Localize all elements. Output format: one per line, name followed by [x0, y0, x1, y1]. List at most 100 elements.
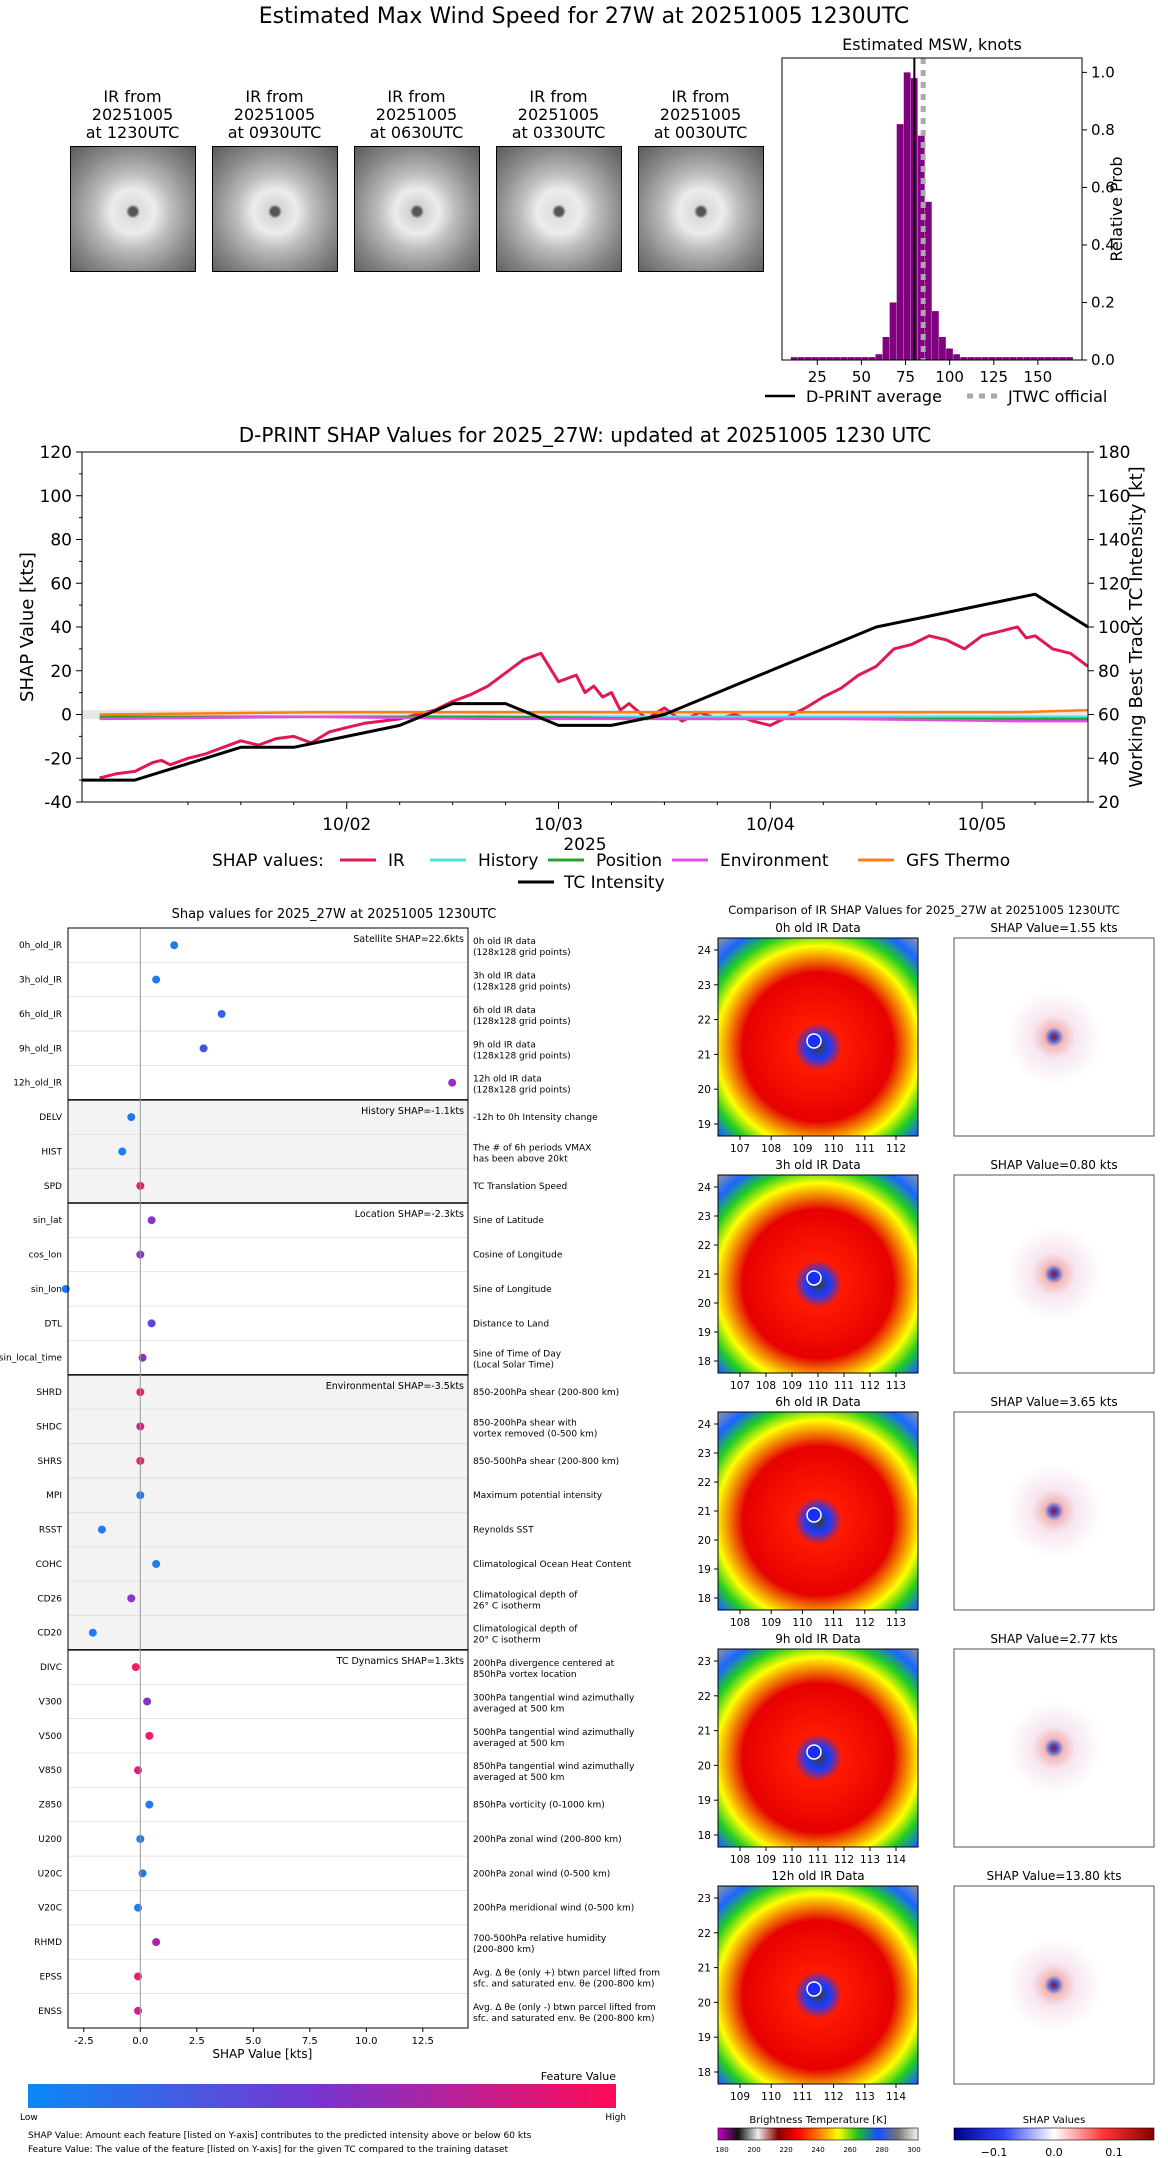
x-tick-label: 125	[979, 368, 1008, 386]
feature-point	[152, 1559, 161, 1568]
feature-shap-chart: Shap values for 2025_27W at 20251005 123…	[0, 907, 660, 2155]
feature-point	[134, 2006, 143, 2015]
feature-point	[61, 1284, 70, 1293]
ir-thumbnail-label: at 1230UTC	[85, 123, 180, 142]
y-tick-label: 1.0	[1091, 63, 1115, 81]
x-tick-label: 108	[730, 1854, 750, 1866]
feature-chart-title: Shap values for 2025_27W at 20251005 123…	[172, 907, 497, 922]
ir-thumbnail: IR from 20251005 at 0330UTC	[486, 88, 631, 142]
feature-description: (128x128 grid points)	[473, 1017, 571, 1027]
feature-point	[147, 1216, 156, 1225]
histogram-bar	[875, 354, 883, 360]
feature-point	[217, 1009, 226, 1018]
y-tick-label: 21	[698, 1049, 711, 1061]
x-tick-label: 109	[756, 1854, 776, 1866]
y-tick-label: 21	[698, 1269, 711, 1281]
feature-name: 12h_old_IR	[13, 1079, 62, 1089]
histogram-bar	[840, 357, 847, 360]
x-axis-label: 2025	[563, 835, 606, 855]
y-tick-label: 0.4	[1091, 236, 1115, 254]
feature-description: Climatological Ocean Heat Content	[473, 1560, 632, 1570]
shap-panel-heatmap	[1006, 1226, 1102, 1322]
x-tick-label: 75	[896, 368, 915, 386]
histogram-bar	[819, 357, 826, 360]
x-tick-label: 150	[1024, 368, 1053, 386]
feature-name: DTL	[45, 1319, 62, 1329]
shap-panel-title: SHAP Value=3.65 kts	[990, 1395, 1117, 1409]
feature-name: HIST	[41, 1147, 62, 1157]
group-label: Environmental SHAP=-3.5kts	[326, 1381, 464, 1392]
shap-panel-title: SHAP Value=13.80 kts	[987, 1869, 1122, 1883]
x-tick-label: 112	[834, 1854, 854, 1866]
histogram-bar	[967, 357, 975, 360]
y-tick-label: 20	[698, 1760, 711, 1772]
feature-name: RSST	[39, 1526, 63, 1536]
feature-name: sin_local_time	[0, 1354, 62, 1364]
x-tick-label: 110	[792, 1617, 812, 1629]
y-tick-label: 19	[698, 1795, 711, 1807]
shap-panel-title: SHAP Value=0.80 kts	[990, 1158, 1117, 1172]
feature-description: 200hPa zonal wind (0-500 km)	[473, 1869, 610, 1879]
ir-thumbnail: IR from 20251005 at 0030UTC	[628, 88, 773, 142]
y2-tick-label: 100	[1098, 618, 1130, 638]
y-tick-label: 22	[698, 1928, 711, 1940]
y2-axis-label: Working Best Track TC Intensity [kt]	[1126, 466, 1147, 787]
bt-colorbar-tick: 280	[875, 2146, 888, 2154]
ir-thumbnail-label: at 0630UTC	[369, 123, 464, 142]
histogram-bar	[804, 357, 812, 360]
x-tick-label: 109	[782, 1380, 802, 1392]
feature-name: 3h_old_IR	[19, 976, 62, 986]
x-tick-label: 112	[855, 1617, 875, 1629]
shap-panel-title: SHAP Value=1.55 kts	[990, 921, 1117, 935]
feature-name: V850	[39, 1766, 63, 1776]
histogram-bar	[960, 357, 967, 360]
bt-colorbar-tick: 200	[747, 2146, 760, 2154]
histogram-bar	[861, 357, 869, 360]
ir-eye	[806, 1507, 822, 1523]
feature-description: Climatological depth of	[473, 1625, 578, 1635]
ir-thumbnail-label: IR from	[671, 87, 730, 106]
y-tick-label: 80	[50, 531, 72, 551]
x-tick-label: 113	[860, 1854, 880, 1866]
y-tick-label: 20	[698, 1298, 711, 1310]
x-tick-label: 113	[855, 2091, 875, 2103]
x-tick-label: 108	[756, 1380, 776, 1392]
footnote: SHAP Value: Amount each feature [listed …	[28, 2131, 532, 2141]
histogram-bar	[903, 72, 911, 360]
legend-label: Position	[596, 851, 662, 871]
feature-description: (128x128 grid points)	[473, 1051, 571, 1061]
x-tick-label: 10/05	[958, 815, 1007, 835]
ir-thumbnail-image	[212, 146, 338, 272]
x-tick-label: 50	[852, 368, 871, 386]
x-tick-label: 10.0	[355, 2036, 377, 2047]
feature-point	[131, 1663, 140, 1672]
y2-tick-label: 60	[1098, 706, 1120, 726]
group-label: TC Dynamics SHAP=1.3kts	[336, 1656, 464, 1667]
x-tick-label: 108	[730, 1617, 750, 1629]
legend-label-jtwc: JTWC official	[1007, 387, 1107, 406]
bt-colorbar-tick: 220	[779, 2146, 792, 2154]
feature-name: MPI	[46, 1491, 62, 1501]
y-tick-label: 120	[40, 443, 72, 463]
feature-description: Avg. Δ θe (only +) btwn parcel lifted fr…	[473, 1968, 660, 1978]
ir-panel-title: 12h old IR Data	[771, 1869, 864, 1883]
x-tick-label: 10/04	[746, 815, 795, 835]
feature-name: sin_lat	[33, 1216, 62, 1226]
bt-colorbar-tick: 240	[811, 2146, 824, 2154]
y-tick-label: 0.0	[1091, 351, 1115, 369]
shap-panel-heatmap	[1006, 1937, 1102, 2033]
legend-label: IR	[388, 851, 405, 871]
y-tick-label: 23	[698, 980, 711, 992]
feature-description: Reynolds SST	[473, 1526, 534, 1536]
feature-point	[448, 1078, 457, 1087]
y-tick-label: 18	[698, 1830, 711, 1842]
bt-colorbar	[717, 2127, 919, 2141]
histogram-bar	[1030, 357, 1038, 360]
feature-description: 12h old IR data	[473, 1075, 542, 1085]
feature-description: 26° C isotherm	[473, 1601, 541, 1611]
feature-description: Sine of Time of Day	[473, 1350, 562, 1360]
feature-name: RHMD	[34, 1938, 62, 1948]
y-tick-label: 19	[698, 1119, 711, 1131]
feature-description: 20° C isotherm	[473, 1636, 541, 1646]
ir-thumbnail-label: 20251005	[375, 105, 458, 124]
